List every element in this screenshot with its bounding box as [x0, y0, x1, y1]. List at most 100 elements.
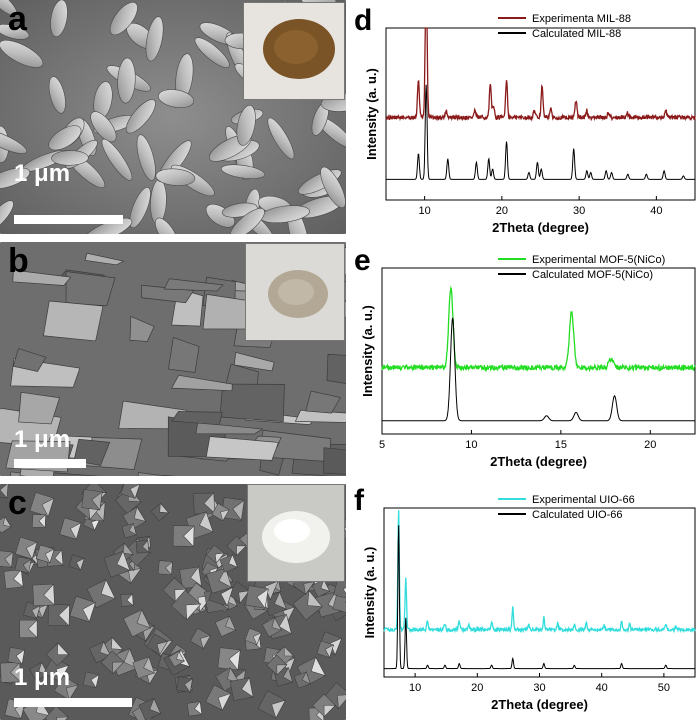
octahedron	[120, 484, 141, 500]
scale-bar-label-b: 1 μm	[14, 426, 71, 453]
legend-entry: Experimenta MIL-88	[532, 13, 631, 25]
particle-grain	[0, 23, 30, 40]
octahedron	[59, 517, 82, 540]
octahedron	[3, 568, 24, 589]
octahedron	[19, 619, 38, 639]
x-tick-label: 15	[555, 439, 567, 451]
x-tick-label: 30	[533, 682, 545, 694]
particle-grain	[50, 0, 68, 38]
plot-frame	[381, 267, 696, 435]
flake	[42, 300, 104, 342]
flake	[12, 269, 72, 286]
octahedron	[15, 536, 38, 560]
octahedron	[100, 650, 125, 675]
octahedron	[29, 492, 55, 518]
y-axis-label: Intensity (a. u.)	[360, 305, 375, 397]
octahedron	[172, 525, 195, 548]
y-axis-label: Intensity (a. u.)	[362, 547, 377, 639]
x-tick-label: 5	[379, 439, 385, 451]
octahedron	[32, 514, 46, 529]
flake	[73, 438, 111, 466]
octahedron	[35, 544, 55, 564]
x-tick-label: 40	[596, 682, 608, 694]
octahedron	[132, 656, 155, 679]
x-tick-label: 10	[409, 682, 421, 694]
scale-bar-c	[14, 698, 132, 707]
octahedron	[316, 640, 335, 659]
flake	[294, 409, 346, 423]
octahedron	[0, 661, 21, 683]
flake	[326, 354, 346, 384]
octahedron	[89, 640, 111, 664]
legend-entry: Experimental UIO-66	[532, 494, 635, 506]
x-tick-label: 40	[650, 205, 662, 217]
panel-label-d: d	[354, 4, 373, 37]
octahedron	[312, 693, 336, 718]
xrd-chart-d: 10 20 30 40 2Theta (degree) Intensity (a. u.)…	[348, 0, 700, 240]
octahedron	[189, 627, 212, 650]
particle-grain	[155, 168, 196, 186]
octahedron	[146, 633, 169, 656]
xrd-chart-f: 10 20 30 40 50 2Theta (degree) Intensity (a. u…	[348, 480, 700, 723]
octahedron	[206, 567, 232, 594]
sem-image-b: b 1 μm	[0, 242, 346, 476]
powder-inset-b	[245, 243, 345, 341]
octahedron	[150, 502, 170, 522]
flake	[12, 348, 47, 372]
octahedron	[292, 590, 323, 621]
octahedron	[205, 544, 225, 564]
flake	[167, 336, 200, 373]
panel-label-b: b	[8, 242, 29, 280]
particle-grain	[158, 89, 195, 109]
octahedron	[14, 556, 32, 574]
flake	[84, 252, 125, 266]
flake	[323, 447, 346, 475]
flake	[233, 351, 275, 372]
octahedron	[193, 492, 215, 515]
octahedron	[44, 705, 69, 720]
x-axis-label: 2Theta (degree)	[491, 697, 588, 712]
flake	[205, 436, 279, 461]
octahedron	[120, 593, 134, 607]
x-axis-label: 2Theta (degree)	[490, 454, 587, 469]
octahedron	[135, 539, 150, 554]
octahedron	[311, 578, 331, 598]
octahedron	[0, 484, 9, 499]
plot-frame	[383, 507, 696, 678]
panel-label-c: c	[8, 484, 27, 522]
flake	[65, 271, 116, 307]
octahedron	[23, 601, 41, 620]
particle-grain	[220, 164, 266, 179]
x-tick-label: 10	[419, 205, 431, 217]
octahedron	[68, 554, 85, 571]
particle-grain	[0, 39, 44, 68]
flake	[18, 391, 61, 425]
octahedron	[219, 554, 238, 573]
particle-grain	[51, 150, 89, 166]
octahedron	[211, 503, 230, 522]
flake	[129, 315, 155, 342]
octahedron	[103, 550, 131, 578]
sem-image-a: a 1 μm	[0, 0, 346, 234]
particle-grain	[101, 138, 133, 181]
series-line	[383, 510, 696, 634]
flake	[219, 383, 285, 423]
flake	[162, 475, 177, 476]
octahedron	[121, 522, 137, 539]
scale-bar-label-a: 1 μm	[14, 160, 71, 187]
particle-grain	[48, 125, 82, 151]
scale-bar-a	[14, 215, 123, 224]
xrd-chart-e: 5 10 15 20 2Theta (degree) Intensity (a. u.) E…	[348, 240, 700, 480]
octahedron	[81, 489, 103, 511]
panel-label-a: a	[8, 0, 27, 38]
particle-grain	[194, 37, 230, 68]
x-axis-label: 2Theta (degree)	[492, 220, 589, 235]
chart-svg-f: 10 20 30 40 50 2Theta (degree) Intensity (a. u…	[362, 494, 696, 712]
flake	[51, 472, 101, 476]
particle-grain	[0, 0, 18, 17]
plot-frame	[385, 27, 696, 201]
particle-grain	[229, 208, 265, 234]
octahedron	[0, 516, 12, 534]
panel-label-f: f	[354, 484, 364, 517]
octahedron	[82, 671, 100, 689]
